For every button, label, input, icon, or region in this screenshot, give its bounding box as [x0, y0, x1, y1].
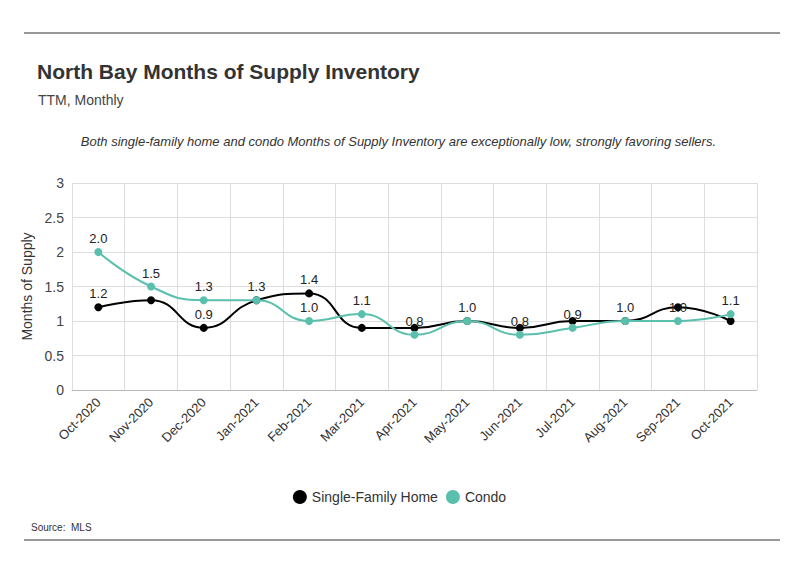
svg-text:Nov-2020: Nov-2020 — [106, 395, 156, 445]
svg-text:Apr-2021: Apr-2021 — [371, 395, 419, 443]
svg-text:Oct-2020: Oct-2020 — [55, 395, 103, 443]
svg-text:1.3: 1.3 — [195, 279, 213, 294]
svg-text:1.3: 1.3 — [247, 279, 265, 294]
svg-text:May-2021: May-2021 — [421, 395, 472, 446]
svg-text:Condo: Condo — [465, 489, 506, 505]
svg-text:1.4: 1.4 — [300, 272, 318, 287]
svg-text:Dec-2020: Dec-2020 — [159, 395, 209, 445]
svg-text:Source: MLS: Source: MLS — [31, 522, 92, 533]
svg-text:Both single-family home and co: Both single-family home and condo Months… — [81, 134, 716, 149]
svg-text:Oct-2021: Oct-2021 — [688, 395, 736, 443]
svg-text:1: 1 — [56, 313, 64, 329]
svg-text:0.8: 0.8 — [511, 314, 529, 329]
svg-text:0.9: 0.9 — [564, 307, 582, 322]
svg-text:0.5: 0.5 — [45, 348, 65, 364]
svg-text:0.9: 0.9 — [195, 307, 213, 322]
svg-text:1.0: 1.0 — [458, 300, 476, 315]
svg-text:0: 0 — [56, 382, 64, 398]
svg-text:Jun-2021: Jun-2021 — [476, 395, 525, 444]
svg-text:Aug-2021: Aug-2021 — [580, 395, 630, 445]
svg-text:2: 2 — [56, 244, 64, 260]
svg-text:Jul-2021: Jul-2021 — [532, 395, 578, 441]
svg-text:1.0: 1.0 — [616, 300, 634, 315]
svg-text:1.1: 1.1 — [353, 293, 371, 308]
svg-text:Months of Supply: Months of Supply — [19, 232, 35, 340]
svg-text:1.1: 1.1 — [722, 293, 740, 308]
svg-text:North Bay Months of Supply Inv: North Bay Months of Supply Inventory — [37, 60, 420, 83]
svg-text:Mar-2021: Mar-2021 — [317, 395, 367, 445]
svg-text:Jan-2021: Jan-2021 — [213, 395, 262, 444]
svg-text:Feb-2021: Feb-2021 — [265, 395, 315, 445]
svg-text:2.0: 2.0 — [89, 231, 107, 246]
svg-text:1.0: 1.0 — [300, 300, 318, 315]
svg-text:TTM, Monthly: TTM, Monthly — [38, 92, 124, 108]
svg-text:1.5: 1.5 — [142, 266, 160, 281]
svg-text:1.0: 1.0 — [669, 300, 687, 315]
svg-text:Single-Family Home: Single-Family Home — [312, 489, 438, 505]
svg-text:Sep-2021: Sep-2021 — [633, 395, 683, 445]
svg-text:0.8: 0.8 — [405, 314, 423, 329]
svg-text:2.5: 2.5 — [45, 210, 65, 226]
svg-text:3: 3 — [56, 175, 64, 191]
svg-text:1.2: 1.2 — [89, 286, 107, 301]
svg-text:1.5: 1.5 — [45, 279, 65, 295]
